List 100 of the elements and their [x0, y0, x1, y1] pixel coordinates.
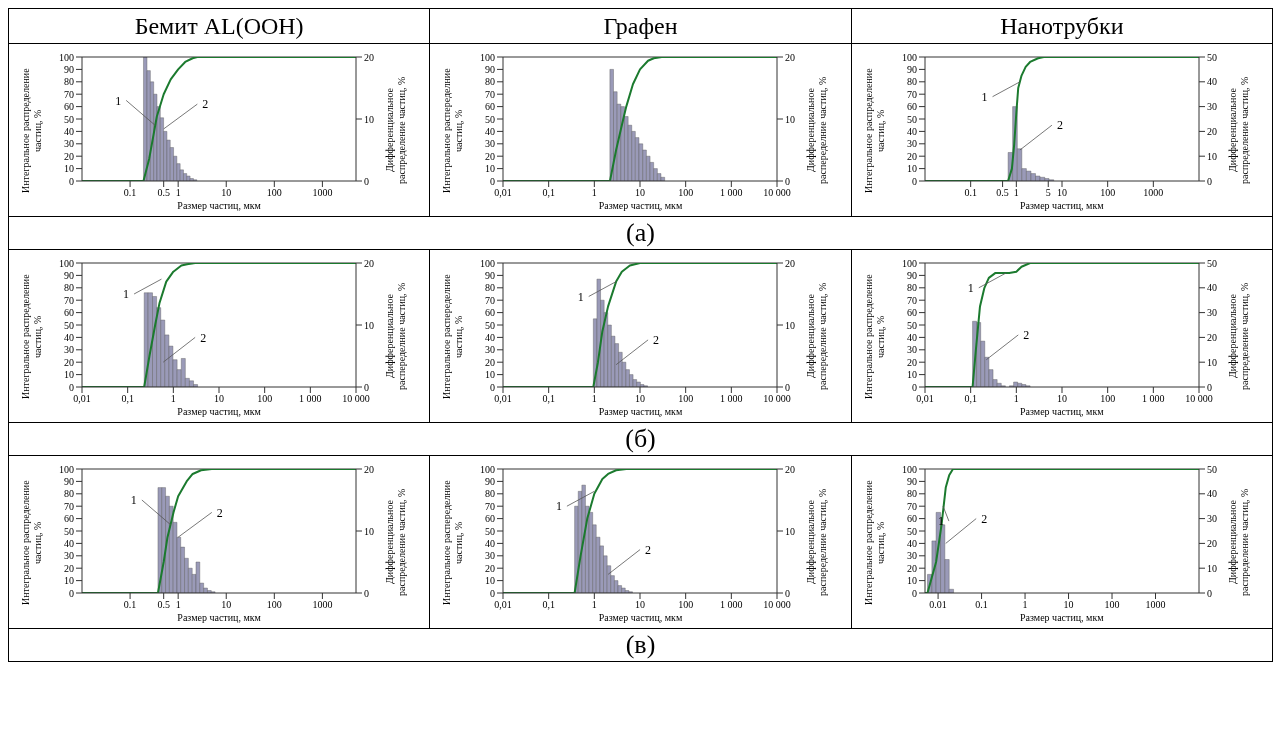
- y2-tick-label: 20: [364, 51, 375, 63]
- x-axis-title: Размер частиц, мкм: [598, 612, 683, 623]
- y-tick-label: 90: [64, 63, 75, 75]
- y-tick-label: 100: [901, 257, 917, 269]
- y-tick-label: 20: [906, 562, 917, 574]
- text: (в): [625, 630, 656, 659]
- x-tick-label: 0,1: [542, 599, 556, 611]
- x-tick-label: 10: [635, 393, 646, 405]
- y-tick-label: 70: [485, 88, 496, 100]
- y2-tick-label: 20: [1206, 125, 1217, 137]
- y-tick-label: 90: [485, 475, 496, 487]
- y2-tick-label: 0: [1206, 175, 1212, 187]
- y-tick-label: 0: [69, 381, 75, 393]
- x-tick-label: 1000: [312, 187, 333, 199]
- y-tick-label: 40: [64, 331, 75, 343]
- y-axis-title: Интегральное распределение частиц, %: [20, 479, 45, 605]
- y-tick-label: 0: [911, 587, 917, 599]
- x-tick-label: 1000: [312, 599, 333, 611]
- x-tick-label: 10: [1056, 187, 1067, 199]
- y-tick-label: 70: [64, 294, 75, 306]
- y-tick-label: 100: [59, 257, 75, 269]
- x-tick-label: 0,01: [494, 187, 513, 199]
- annotation: 2: [645, 542, 652, 557]
- y-tick-label: 0: [490, 175, 496, 187]
- y-tick-label: 50: [906, 319, 917, 331]
- y-axis-title: Интегральное распределение частиц, %: [862, 479, 887, 605]
- annotation: 2: [202, 97, 209, 112]
- x-tick-label: 1 000: [1141, 393, 1165, 405]
- x-tick-label: 100: [678, 393, 694, 405]
- x-tick-label: 0.01: [929, 599, 947, 611]
- y2-tick-label: 20: [1206, 537, 1217, 549]
- x-tick-label: 100: [1099, 393, 1115, 405]
- x-tick-label: 0,01: [916, 393, 934, 405]
- y-tick-label: 100: [59, 51, 75, 63]
- y2-tick-label: 20: [364, 463, 375, 475]
- y2-axis-title: Дифференциальное распределение частиц, %: [384, 487, 409, 598]
- y-axis-title: Интегральное распределение частиц, %: [20, 67, 45, 193]
- x-tick-label: 1: [175, 599, 181, 611]
- y-tick-label: 50: [485, 319, 496, 331]
- annotation: 1: [578, 289, 585, 304]
- y-tick-label: 50: [485, 525, 496, 537]
- y-tick-label: 100: [901, 463, 917, 475]
- x-tick-label: 100: [266, 187, 282, 199]
- y2-tick-label: 0: [1206, 381, 1212, 393]
- y-tick-label: 20: [485, 150, 496, 162]
- y-tick-label: 60: [485, 101, 496, 113]
- x-axis-title: Размер частиц, мкм: [598, 200, 683, 211]
- x-tick-label: 0.5: [157, 599, 171, 611]
- y-tick-label: 10: [906, 163, 917, 175]
- x-tick-label: 10 000: [763, 393, 792, 405]
- x-tick-label: 0,1: [542, 393, 556, 405]
- y-tick-label: 70: [906, 294, 917, 306]
- y-tick-label: 40: [64, 125, 75, 137]
- x-tick-label: 0,01: [494, 599, 513, 611]
- y2-tick-label: 0: [364, 587, 370, 599]
- annotation: 2: [216, 505, 223, 520]
- y-tick-label: 0: [911, 175, 917, 187]
- y2-tick-label: 10: [364, 319, 375, 331]
- x-tick-label: 0,1: [542, 187, 556, 199]
- y-tick-label: 60: [64, 307, 75, 319]
- y-tick-label: 60: [485, 513, 496, 525]
- y-tick-label: 70: [64, 500, 75, 512]
- y2-tick-label: 10: [785, 319, 796, 331]
- y-tick-label: 50: [906, 113, 917, 125]
- annotation: 2: [1056, 118, 1063, 133]
- y2-axis-title: Дифференциальное распределение частиц, %: [1226, 487, 1251, 598]
- y-tick-label: 20: [64, 562, 75, 574]
- chart-title: Графен: [429, 8, 852, 44]
- x-tick-label: 100: [1104, 599, 1120, 611]
- y-tick-label: 40: [906, 125, 917, 137]
- annotation: 1: [556, 499, 563, 514]
- annotation: 1: [131, 493, 138, 508]
- x-axis-title: Размер частиц, мкм: [1020, 200, 1104, 211]
- y-tick-label: 100: [480, 51, 496, 63]
- x-tick-label: 1: [1013, 393, 1019, 405]
- x-tick-label: 5: [1045, 187, 1051, 199]
- y2-tick-label: 20: [364, 257, 375, 269]
- y2-tick-label: 0: [364, 381, 370, 393]
- y2-tick-label: 10: [785, 525, 796, 537]
- y2-tick-label: 20: [1206, 331, 1217, 343]
- y2-axis-title: Дифференциальное распеределние частиц, %: [805, 281, 830, 392]
- y-tick-label: 60: [906, 513, 917, 525]
- y-axis-title: Интегральное распределение частиц, %: [862, 67, 887, 193]
- y-tick-label: 50: [485, 113, 496, 125]
- x-tick-label: 0.1: [975, 599, 988, 611]
- annotation: 1: [123, 287, 130, 302]
- x-tick-label: 10: [221, 599, 232, 611]
- y-tick-label: 100: [901, 51, 917, 63]
- x-axis-title: Размер частиц, мкм: [177, 200, 261, 211]
- y2-tick-label: 10: [785, 113, 796, 125]
- x-axis-title: Размер частиц, мкм: [1020, 612, 1104, 623]
- y-tick-label: 70: [64, 88, 75, 100]
- y-tick-label: 0: [911, 381, 917, 393]
- x-tick-label: 10: [635, 599, 646, 611]
- y2-tick-label: 10: [1206, 150, 1217, 162]
- y2-tick-label: 30: [1206, 101, 1217, 113]
- y-axis-title: Интегральное распределение частиц, %: [20, 273, 45, 399]
- y-tick-label: 20: [64, 150, 75, 162]
- y-tick-label: 30: [906, 550, 917, 562]
- y2-tick-label: 10: [1206, 356, 1217, 368]
